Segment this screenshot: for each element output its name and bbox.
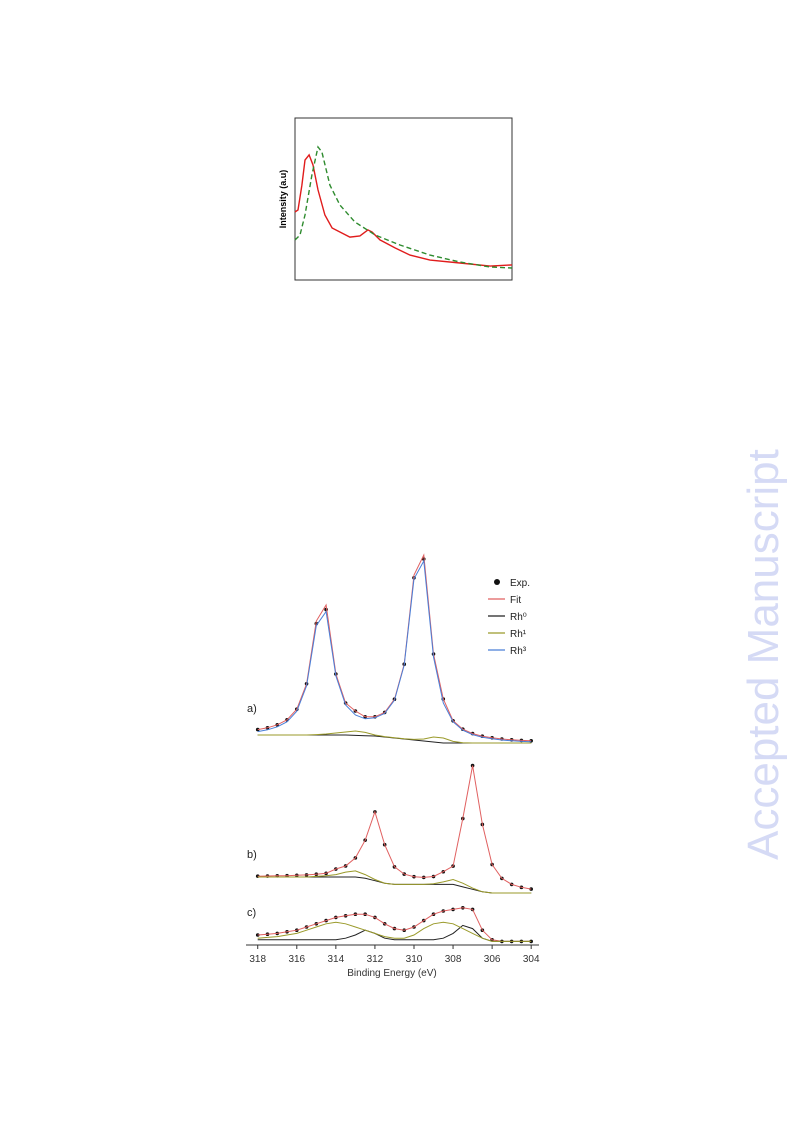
panel-label: c) bbox=[247, 907, 256, 919]
x-tick-label: 304 bbox=[523, 954, 540, 965]
series-line bbox=[257, 870, 532, 894]
x-tick-label: 306 bbox=[484, 954, 501, 965]
series-line bbox=[257, 553, 532, 742]
x-tick-label: 314 bbox=[328, 954, 345, 965]
watermark: Accepted Manuscript bbox=[739, 449, 788, 860]
series-line bbox=[257, 559, 532, 743]
legend-label: Rh³ bbox=[510, 646, 527, 657]
panel-label: a) bbox=[247, 703, 257, 715]
series-line bbox=[257, 907, 532, 942]
x-tick-label: 316 bbox=[288, 954, 305, 965]
legend-label: Rh⁰ bbox=[510, 612, 527, 623]
figure-frame bbox=[294, 117, 513, 281]
panel-label: b) bbox=[247, 849, 257, 861]
x-tick-label: 310 bbox=[406, 954, 423, 965]
series-line bbox=[257, 765, 532, 890]
series-line bbox=[294, 153, 513, 267]
series-line bbox=[294, 145, 513, 269]
series-line bbox=[257, 921, 532, 942]
y-axis-label: Intensity (a.u) bbox=[278, 170, 288, 229]
legend-label: Rh¹ bbox=[510, 629, 527, 640]
series-line bbox=[257, 730, 532, 744]
legend-swatch bbox=[494, 579, 500, 585]
legend-label: Exp. bbox=[510, 578, 530, 589]
series-line bbox=[257, 734, 532, 744]
x-tick-label: 318 bbox=[249, 954, 266, 965]
legend-label: Fit bbox=[510, 595, 521, 606]
x-tick-label: 308 bbox=[445, 954, 462, 965]
series-line bbox=[257, 876, 532, 894]
x-tick-label: 312 bbox=[367, 954, 384, 965]
x-axis-label: Binding Energy (eV) bbox=[347, 968, 437, 979]
